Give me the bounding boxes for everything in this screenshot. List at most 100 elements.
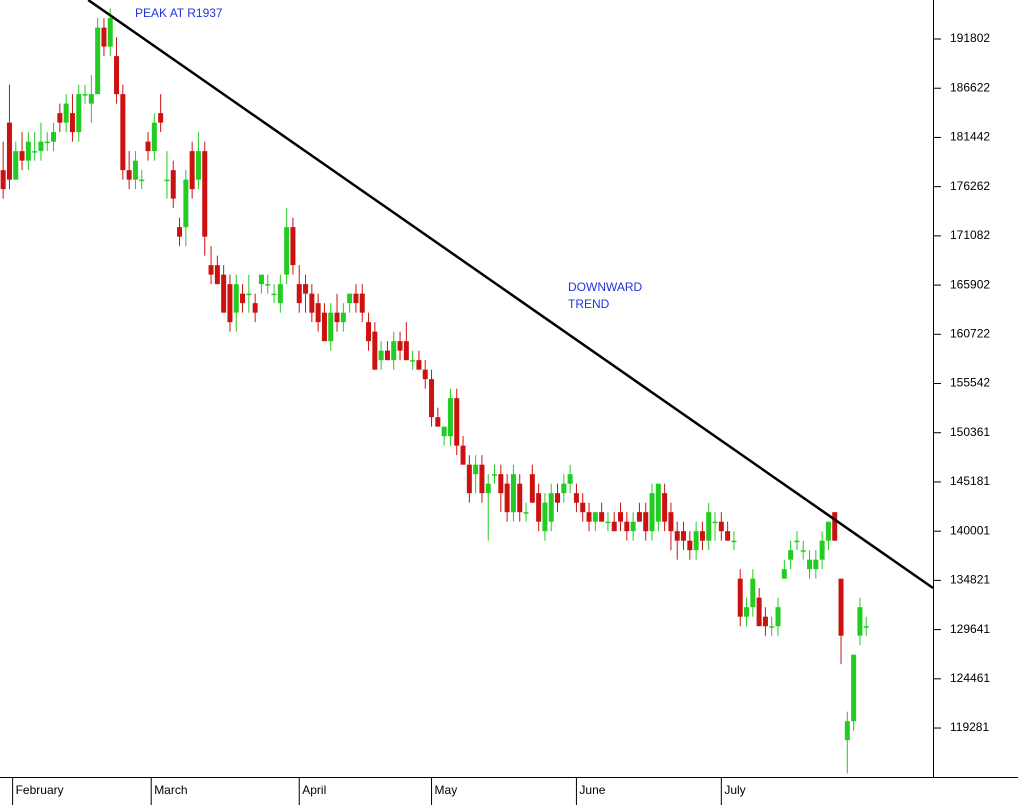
candle-body: [592, 512, 598, 522]
candle-body: [807, 559, 813, 570]
candle-body: [586, 512, 592, 522]
candle-body: [51, 132, 57, 142]
candle-body: [460, 445, 466, 465]
candle-body: [309, 293, 315, 313]
candle-body: [687, 540, 693, 551]
candle-body: [662, 493, 668, 522]
candle-body: [788, 550, 794, 560]
candle-body: [95, 27, 101, 95]
candle-body: [636, 512, 642, 522]
candle-body: [479, 464, 485, 494]
candle-body: [334, 312, 340, 323]
candle-body: [296, 284, 302, 304]
candle-body: [164, 179, 170, 182]
candle-body: [32, 151, 38, 153]
y-tick-label: 191802: [950, 31, 990, 45]
candle-body: [825, 521, 831, 541]
candle-body: [580, 502, 586, 513]
candle-body: [800, 550, 806, 552]
candle-body: [25, 141, 31, 161]
candle-body: [347, 293, 353, 304]
candle-body: [605, 521, 611, 524]
y-tick-label: 129641: [950, 622, 990, 636]
candle-body: [567, 474, 573, 484]
candle-body: [536, 493, 542, 522]
y-tick-label: 124461: [950, 671, 990, 685]
x-tick-label: April: [302, 783, 326, 797]
candle-body: [114, 56, 120, 95]
candle-body: [189, 151, 195, 190]
candle-body: [13, 151, 19, 180]
y-tick-label: 186622: [950, 80, 990, 94]
candle-body: [819, 540, 825, 560]
candle-body: [706, 512, 712, 541]
candle-body: [321, 312, 327, 342]
annotation: DOWNWARD: [568, 280, 643, 294]
candle-body: [38, 141, 44, 152]
candle-body: [76, 94, 82, 133]
candle-body: [82, 94, 88, 96]
candle-body: [416, 360, 422, 370]
y-tick-label: 150361: [950, 425, 990, 439]
candle-body: [208, 265, 214, 275]
candle-body: [718, 521, 724, 532]
candle-body: [384, 350, 390, 361]
candle-body: [403, 341, 409, 361]
candle-body: [504, 483, 510, 513]
x-tick-label: February: [16, 783, 64, 797]
candle-body: [731, 540, 737, 543]
candle-body: [340, 312, 346, 323]
candle-body: [422, 369, 428, 380]
candle-body: [410, 360, 416, 362]
candle-body: [624, 521, 630, 532]
candle-body: [756, 597, 762, 627]
candle-body: [6, 122, 12, 180]
y-tick-label: 145181: [950, 474, 990, 488]
candle-body: [315, 303, 321, 323]
annotation: PEAK AT R1937: [135, 6, 223, 20]
candle-body: [498, 474, 504, 494]
candle-body: [214, 265, 220, 285]
candle-body: [63, 103, 69, 123]
candle-body: [750, 578, 756, 608]
x-tick-label: July: [724, 783, 745, 797]
x-tick-label: March: [154, 783, 187, 797]
candle-body: [542, 502, 548, 532]
candle-body: [548, 493, 554, 522]
candle-body: [359, 293, 365, 313]
candle-body: [712, 521, 718, 524]
candle-body: [277, 284, 283, 304]
candle-body: [857, 607, 863, 636]
candle-body: [151, 122, 157, 152]
candle-body: [529, 474, 535, 503]
candle-body: [775, 607, 781, 627]
candle-body: [372, 331, 378, 370]
candle-body: [473, 464, 479, 475]
candle-body: [441, 426, 447, 437]
candle-body: [485, 483, 491, 494]
candle-body: [258, 274, 264, 285]
candle-body: [195, 151, 201, 180]
candle-body: [101, 27, 107, 47]
candle-body: [240, 293, 246, 304]
y-tick-label: 119281: [950, 720, 989, 734]
candle-body: [693, 531, 699, 551]
candle-body: [769, 626, 775, 628]
candle-body: [492, 474, 498, 476]
candle-body: [69, 113, 75, 133]
candle-body: [366, 322, 372, 342]
candle-body: [265, 284, 271, 286]
candle-body: [844, 721, 850, 741]
candle-body: [454, 398, 460, 446]
candle-body: [832, 512, 838, 541]
candle-body: [271, 293, 277, 296]
x-tick-label: June: [579, 783, 605, 797]
candle-body: [170, 170, 176, 199]
candle-body: [510, 474, 516, 513]
candle-body: [303, 284, 309, 294]
candle-body: [353, 293, 359, 304]
candle-body: [737, 578, 743, 617]
candle-body: [57, 113, 63, 123]
candle-body: [202, 151, 208, 237]
